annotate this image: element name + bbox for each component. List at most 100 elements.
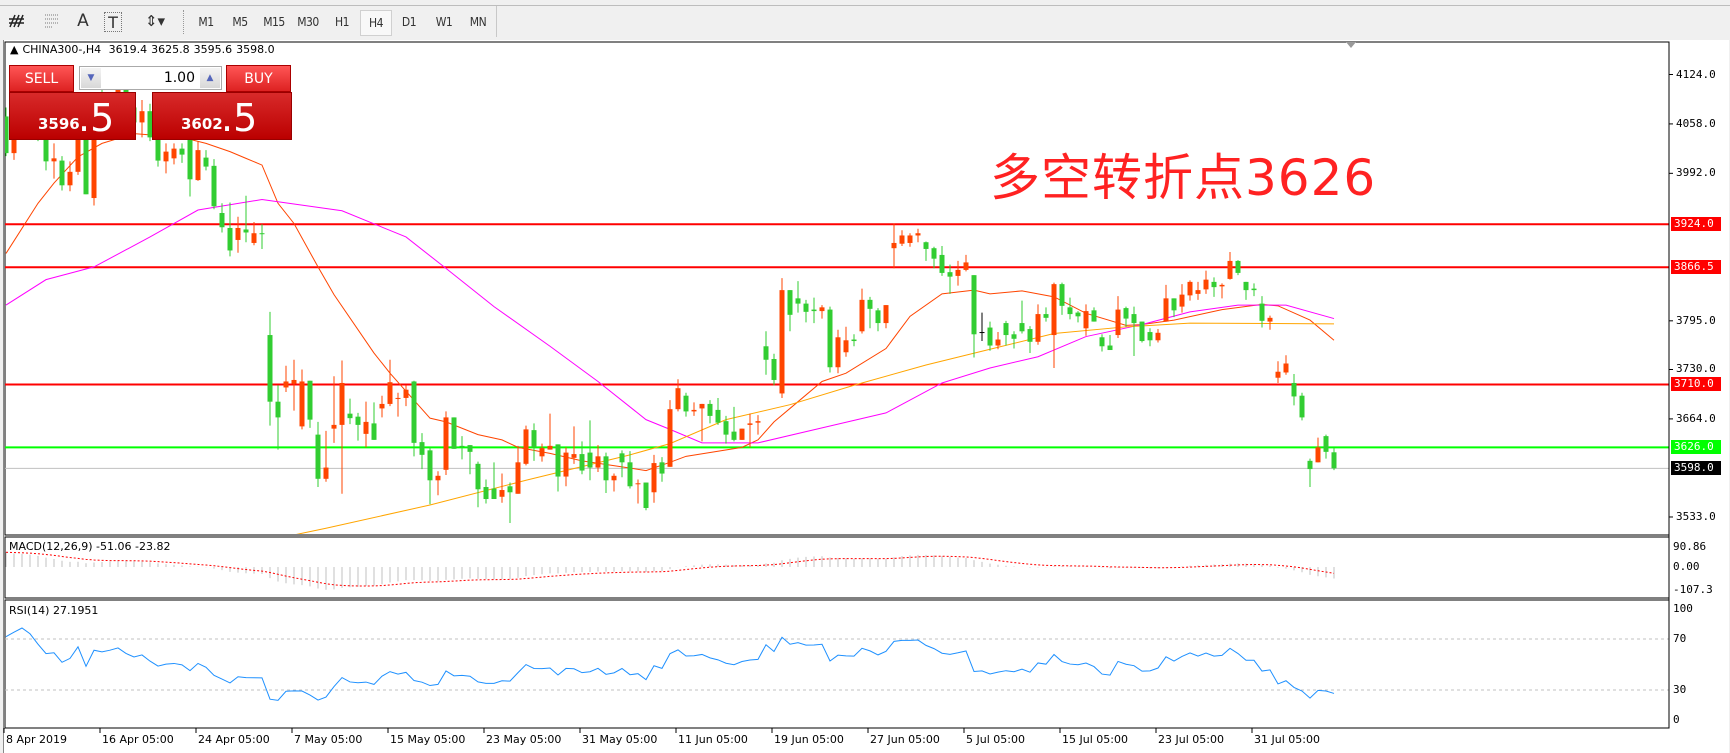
level-price-tag: 3866.5 [1671, 260, 1721, 275]
text-label-icon[interactable]: T [104, 12, 122, 32]
candle-body [555, 444, 561, 477]
candle [1299, 392, 1305, 421]
chart-header: ▲ CHINA300-,H4 3619.4 3625.8 3595.6 3598.0 [10, 43, 279, 56]
macd-axis-label: -107.3 [1673, 583, 1713, 596]
chart-shift-marker[interactable] [1346, 42, 1356, 48]
candle [403, 385, 409, 407]
arrows-icon[interactable]: ⇕▾ [144, 12, 166, 30]
candle [851, 334, 857, 347]
macd-axis-label: 0.00 [1673, 560, 1700, 573]
candle [59, 156, 65, 191]
lot-size-input[interactable]: 1.00 [163, 70, 195, 86]
candle [171, 143, 177, 165]
candle [523, 425, 529, 466]
candle [307, 380, 313, 428]
candle [323, 430, 329, 482]
rsi-line [5, 627, 1335, 701]
candle-body [91, 103, 97, 199]
candle [827, 306, 833, 373]
candle-body [1043, 314, 1049, 318]
candle [1243, 281, 1249, 300]
buy-button[interactable]: BUY [226, 65, 291, 92]
candle-body [1227, 260, 1233, 279]
candle [1259, 296, 1265, 328]
candle-body [923, 242, 929, 249]
sell-button[interactable]: SELL [9, 65, 74, 92]
level-price-tag: 3924.0 [1671, 217, 1721, 232]
candle-body [227, 227, 233, 251]
candle-body [211, 165, 217, 207]
candle-body [1219, 284, 1225, 287]
candle-body [443, 417, 449, 470]
candle-body [219, 213, 225, 228]
candle [531, 423, 537, 461]
candle-body [1267, 317, 1273, 322]
candle [267, 311, 273, 426]
candle [867, 296, 873, 329]
candle-body [1259, 303, 1265, 321]
timeframe-m5[interactable]: M5 [232, 15, 248, 29]
candle-body [195, 150, 201, 181]
candle-body [411, 381, 417, 443]
chart-window[interactable] [3, 40, 1729, 753]
timeframe-m15[interactable]: M15 [263, 15, 285, 29]
candle [251, 221, 257, 246]
candle-body [371, 423, 377, 440]
lot-increase-icon[interactable]: ▲ [200, 68, 220, 88]
candle-body [859, 299, 865, 332]
text-icon[interactable]: A [77, 11, 89, 31]
candle [691, 402, 697, 416]
collapse-triangle-icon[interactable]: ▲ [10, 43, 19, 56]
level-price-tag: 3626.0 [1671, 440, 1721, 455]
candle-body [955, 269, 961, 276]
candle-body [1315, 447, 1321, 463]
candle [419, 433, 425, 470]
candle-body [1035, 314, 1041, 342]
timeframe-m30[interactable]: M30 [297, 15, 319, 29]
timeframe-m1[interactable]: M1 [198, 15, 214, 29]
rsi-axis-label: 0 [1673, 713, 1680, 726]
candle-body [611, 475, 617, 481]
lot-decrease-icon[interactable]: ▼ [81, 68, 101, 88]
sell-price-button[interactable]: 3596 .5 [9, 92, 136, 140]
candle [259, 224, 265, 249]
candle [755, 415, 761, 435]
candle-body [947, 272, 953, 277]
candle-body [1139, 321, 1145, 342]
candle [491, 462, 497, 500]
fibonacci-icon[interactable] [41, 10, 63, 32]
candle [579, 441, 585, 475]
candle-body [811, 309, 817, 312]
candle-body [627, 462, 633, 487]
candle [659, 457, 665, 482]
timeframe-h4[interactable]: H4 [360, 10, 392, 36]
candle-body [907, 235, 913, 243]
candle-body [603, 456, 609, 481]
candle [1059, 282, 1065, 315]
candle [459, 436, 465, 460]
timeframe-mn[interactable]: MN [469, 15, 487, 29]
candle [1083, 304, 1089, 336]
candle [1203, 270, 1209, 294]
candle-body [595, 456, 601, 468]
candle-body [1203, 279, 1209, 290]
lot-size-stepper[interactable]: ▼ 1.00 ▲ [79, 66, 222, 90]
candle-body [643, 482, 649, 508]
timeframe-w1[interactable]: W1 [435, 15, 453, 29]
candle [443, 411, 449, 476]
expert-advisors-icon[interactable] [6, 10, 28, 32]
candle [723, 415, 729, 444]
candle [355, 412, 361, 441]
timeframe-h1[interactable]: H1 [335, 15, 350, 29]
candle [379, 395, 385, 418]
main-pane [5, 73, 1669, 534]
buy-price-button[interactable]: 3602 .5 [152, 92, 292, 140]
macd-pane-frame [4, 536, 1670, 599]
candle-body [235, 227, 241, 240]
candle-body [1291, 382, 1297, 397]
candle [907, 233, 913, 247]
candle [1155, 329, 1161, 343]
chart-annotation-text[interactable]: 多空转折点3626 [990, 149, 1377, 207]
timeframe-d1[interactable]: D1 [401, 15, 417, 29]
